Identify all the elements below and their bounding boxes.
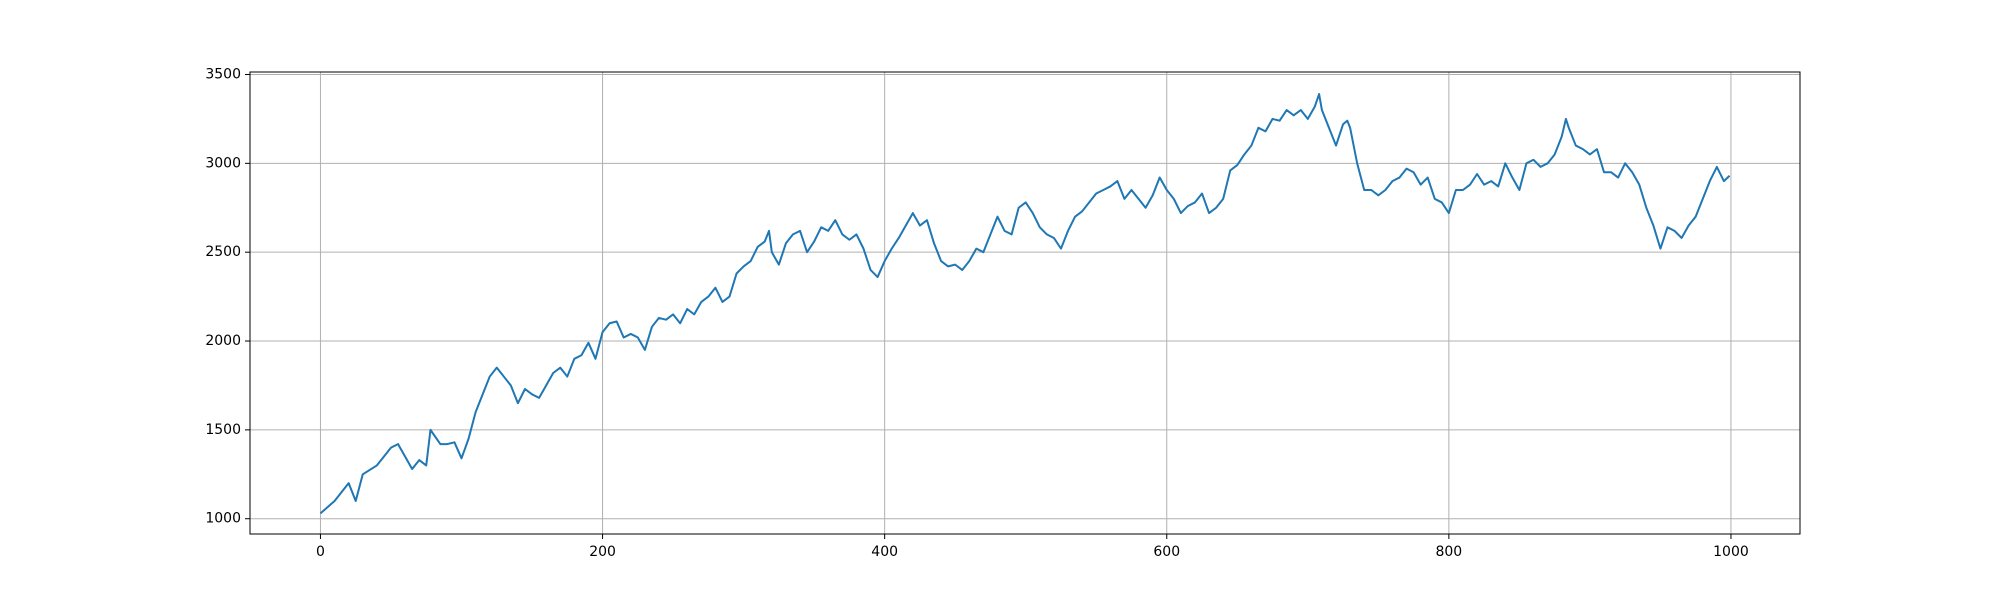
y-tick-label: 3000 xyxy=(205,155,241,171)
axes-frame xyxy=(249,71,1801,535)
x-tick-label: 400 xyxy=(871,544,898,560)
y-tick-label: 2500 xyxy=(205,244,241,260)
x-tick-label: 800 xyxy=(1435,544,1462,560)
x-tick-label: 0 xyxy=(316,544,325,560)
line xyxy=(319,93,1731,515)
y-tick-label: 3500 xyxy=(205,66,241,82)
x-tick-label: 600 xyxy=(1153,544,1180,560)
x-tick-label: 1000 xyxy=(1713,544,1749,560)
y-tick-label: 1000 xyxy=(205,511,241,527)
y-tick-label: 2000 xyxy=(205,333,241,349)
x-tick-label: 200 xyxy=(589,544,616,560)
y-tick-label: 1500 xyxy=(205,422,241,438)
